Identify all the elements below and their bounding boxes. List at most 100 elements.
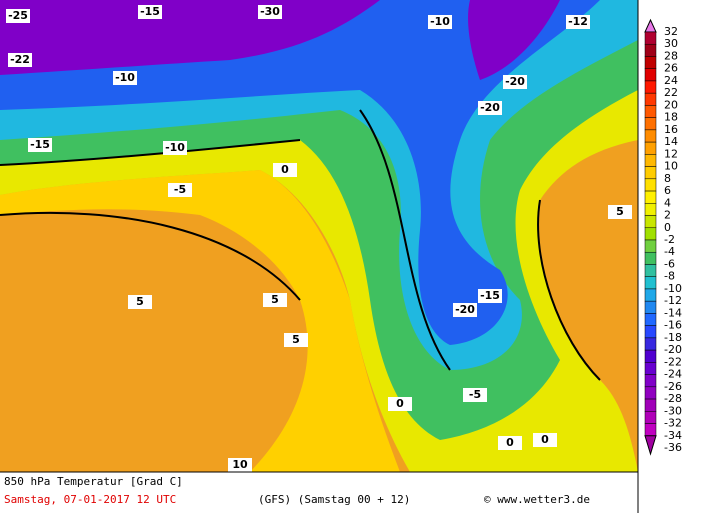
map-label: 0 bbox=[281, 163, 289, 176]
map-label: -20 bbox=[455, 303, 475, 316]
colorbar-band bbox=[644, 68, 657, 82]
colorbar-band bbox=[644, 313, 657, 326]
map-label-box bbox=[168, 183, 192, 197]
colorbar-band bbox=[644, 215, 657, 229]
colorbar-label: 20 bbox=[664, 98, 678, 111]
map-label: -25 bbox=[8, 9, 28, 22]
colorbar-label: -8 bbox=[664, 270, 675, 283]
colorbar-band bbox=[644, 349, 657, 363]
map-label: -20 bbox=[505, 75, 525, 88]
colorbar-band bbox=[644, 264, 657, 277]
colorbar-label: -24 bbox=[664, 368, 682, 381]
map-label-box bbox=[388, 397, 412, 411]
map-label-box bbox=[478, 101, 502, 115]
map-label: -20 bbox=[480, 101, 500, 114]
colorbar-band bbox=[644, 276, 657, 290]
map-label: 5 bbox=[271, 293, 279, 306]
colorbar-band bbox=[644, 92, 657, 106]
colorbar-band bbox=[644, 362, 657, 375]
colorbar-label: -20 bbox=[664, 343, 682, 356]
colorbar-band bbox=[644, 423, 657, 437]
map-label-box bbox=[113, 71, 137, 85]
map-label: -15 bbox=[140, 5, 160, 18]
colorbar-band bbox=[644, 239, 657, 253]
map-label-box bbox=[28, 138, 52, 152]
colorbar-band bbox=[644, 288, 657, 302]
isotherm bbox=[0, 109, 601, 381]
map-label: -10 bbox=[115, 71, 135, 84]
map-label: -15 bbox=[30, 138, 50, 151]
map-label-box bbox=[273, 163, 297, 177]
colorbar-label: -28 bbox=[664, 392, 682, 405]
map-label: -10 bbox=[165, 141, 185, 154]
map-label-box bbox=[138, 5, 162, 19]
colorbar-band bbox=[644, 227, 657, 241]
colorbar-label: -14 bbox=[664, 306, 682, 319]
map-label: 0 bbox=[506, 436, 514, 449]
colorbar-label: -10 bbox=[664, 282, 682, 295]
colorbar-band bbox=[644, 411, 657, 424]
colorbar-band bbox=[644, 325, 657, 339]
colorbar-label: 12 bbox=[664, 147, 678, 160]
colorbar-band bbox=[644, 43, 657, 57]
map-label: 5 bbox=[616, 205, 624, 218]
map-label: -30 bbox=[260, 5, 280, 18]
map-label-box bbox=[228, 458, 252, 472]
colorbar-label: -16 bbox=[664, 319, 682, 332]
colorbar-band bbox=[644, 31, 657, 45]
map-label: 5 bbox=[292, 333, 300, 346]
colorbar-band bbox=[644, 56, 657, 69]
map-label-box bbox=[163, 141, 187, 155]
map-labels: -25 -15 -30 -10 -12 -20 -20 -10 -5 0 5 5 5 0 -5 -15 -20 0… bbox=[6, 5, 632, 472]
colorbar-band bbox=[644, 166, 657, 180]
map-extreme-area bbox=[0, 0, 560, 80]
colorbar-band bbox=[644, 300, 657, 314]
colorbar-label: 6 bbox=[664, 184, 671, 197]
map-mild-area bbox=[0, 170, 400, 472]
colorbar-label: -4 bbox=[664, 245, 675, 258]
map-label: 0 bbox=[396, 397, 404, 410]
map-label-box bbox=[284, 333, 308, 347]
colorbar-band bbox=[644, 190, 657, 204]
colorbar-label: 10 bbox=[664, 160, 678, 173]
footer-title: 850 hPa Temperatur [Grad C] bbox=[4, 475, 183, 488]
map-label: -15 bbox=[480, 289, 500, 302]
colorbar-band bbox=[644, 154, 657, 167]
map-label: -10 bbox=[430, 15, 450, 28]
colorbar-label: -2 bbox=[664, 233, 675, 246]
map-label-box bbox=[608, 205, 632, 219]
colorbar-label: 0 bbox=[664, 221, 671, 234]
colorbar-label: 8 bbox=[664, 172, 671, 185]
colorbar-label: 26 bbox=[664, 62, 678, 75]
colorbar-band bbox=[644, 374, 657, 388]
colorbar-label: 32 bbox=[664, 25, 678, 38]
map-label: -22 bbox=[10, 53, 30, 66]
colorbar-band bbox=[644, 398, 657, 412]
colorbar-label: 30 bbox=[664, 37, 678, 50]
colorbar-label: -32 bbox=[664, 417, 682, 430]
colorbar-arrow bbox=[644, 18, 657, 33]
colorbar-band bbox=[644, 105, 657, 118]
colorbar-band bbox=[644, 337, 657, 351]
map-label: -12 bbox=[568, 15, 588, 28]
map-label-box bbox=[428, 15, 452, 29]
colorbar-label: 4 bbox=[664, 196, 671, 209]
map-label-box bbox=[453, 303, 477, 317]
map-label-box bbox=[463, 388, 487, 402]
map-label-box bbox=[566, 15, 590, 29]
colorbar-label: 2 bbox=[664, 209, 671, 222]
footer-model: (GFS) (Samstag 00 + 12) bbox=[258, 493, 410, 506]
map-label-box bbox=[128, 295, 152, 309]
colorbar-label: 14 bbox=[664, 135, 678, 148]
map-label: 5 bbox=[136, 295, 144, 308]
colorbar-band bbox=[644, 141, 657, 155]
colorbar-label: -36 bbox=[664, 441, 682, 454]
map-frigid-area bbox=[0, 0, 600, 345]
colorbar-band bbox=[644, 129, 657, 143]
colorbar-label: 28 bbox=[664, 49, 678, 62]
map-label-box bbox=[6, 9, 30, 23]
colorbar: 32302826242220181614121086420-2-4-6-8-10… bbox=[644, 18, 682, 456]
map-label: 0 bbox=[541, 433, 549, 446]
colorbar-label: 24 bbox=[664, 74, 678, 87]
